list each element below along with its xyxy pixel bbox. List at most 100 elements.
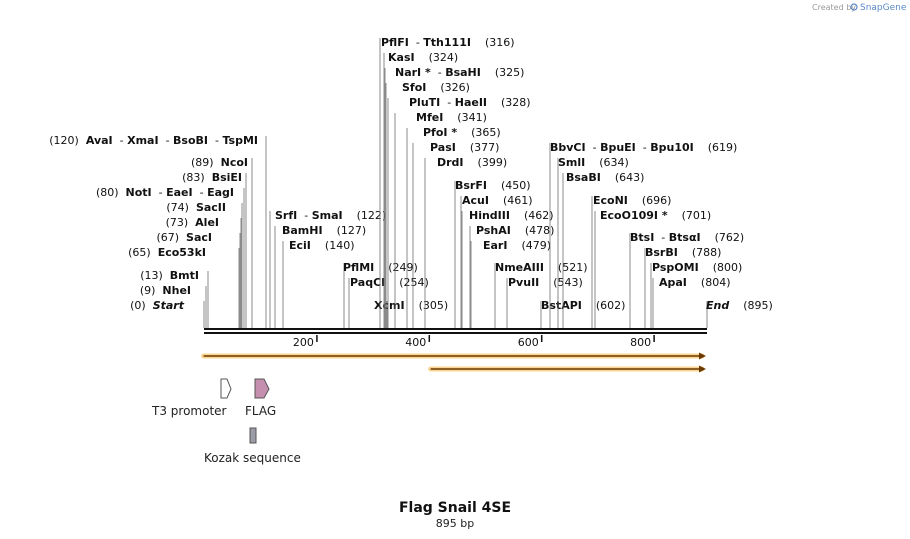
site-saci[interactable]: (67) SacI [156, 231, 241, 328]
site-pvuii[interactable]: PvuII (543) [506, 276, 583, 328]
site-label[interactable]: (74) SacII [166, 201, 226, 214]
site-pspomi[interactable]: PspOMI (800) [650, 261, 742, 328]
site-nmeaiii[interactable]: NmeAIII (521) [494, 261, 588, 328]
site-position [687, 276, 701, 289]
site-label[interactable]: BsrBI (788) [645, 246, 721, 259]
site-label[interactable]: PflFI - Tth111I (316) [381, 36, 515, 49]
site-start[interactable]: (0) Start [130, 299, 205, 328]
site-btsi[interactable]: BtsI - BtsαI (762) [629, 231, 744, 328]
site-enzyme-name: EagI [207, 186, 234, 199]
site-label[interactable]: PfoI * (365) [423, 126, 501, 139]
site-label[interactable]: End (895) [706, 299, 773, 312]
site-label[interactable]: BsrFI (450) [455, 179, 531, 192]
site-label[interactable]: (0) Start [130, 299, 185, 312]
site-label[interactable]: NmeAIII (521) [495, 261, 588, 274]
site-pfoi[interactable]: PfoI * (365) [406, 126, 501, 328]
site-pluti[interactable]: PluTI - HaeII (328) [387, 96, 531, 328]
site-label[interactable]: (67) SacI [156, 231, 212, 244]
site-mfei[interactable]: MfeI (341) [394, 111, 487, 328]
site-alei[interactable]: (73) AleI [166, 216, 242, 328]
flag-tag-arrow-icon[interactable] [254, 378, 270, 399]
site-avai[interactable]: (120) AvaI - XmaI - BsoBI - TspMI [49, 134, 267, 328]
site-apai[interactable]: ApaI (804) [652, 276, 731, 328]
site-pflfi[interactable]: PflFI - Tth111I (316) [379, 36, 515, 328]
site-label[interactable]: EciI (140) [289, 239, 355, 252]
site-sfoi[interactable]: SfoI (326) [385, 81, 470, 328]
site-label[interactable]: (120) AvaI - XmaI - BsoBI - TspMI [49, 134, 258, 147]
site-label[interactable]: PshAI (478) [476, 224, 554, 237]
site-label[interactable]: ApaI (804) [659, 276, 731, 289]
site-enzyme-name: End [706, 299, 729, 312]
site-label[interactable]: PvuII (543) [508, 276, 583, 289]
promoter-arrow-icon[interactable] [220, 378, 232, 399]
site-label[interactable]: SmlI (634) [558, 156, 629, 169]
site-pshai[interactable]: PshAI (478) [469, 224, 554, 328]
site-label[interactable]: HindIII (462) [469, 209, 554, 222]
site-position [205, 171, 212, 184]
feature-t3-promoter[interactable]: T3 promoter [151, 378, 232, 418]
site-pflmi[interactable]: PflMI (249) [343, 261, 418, 328]
site-label[interactable]: BtsI - BtsαI (762) [630, 231, 744, 244]
site-label[interactable]: SfoI (326) [402, 81, 470, 94]
site-bsabi[interactable]: BsaBI (643) [562, 171, 644, 328]
site-label[interactable]: NarI * - BsaHI (325) [395, 66, 524, 79]
site-ecii[interactable]: EciI (140) [282, 239, 355, 328]
site-nari[interactable]: NarI * - BsaHI (325) [384, 66, 524, 328]
site-bsrfi[interactable]: BsrFI (450) [454, 179, 531, 328]
site-srfi[interactable]: SrfI - SmaI (122) [269, 209, 386, 328]
site-bmti[interactable]: (13) BmtI [140, 269, 209, 328]
feature-label-t3: T3 promoter [151, 404, 227, 418]
feature-flag[interactable]: FLAG [245, 378, 276, 418]
site-bbvci[interactable]: BbvCI - BpuEI - Bpu10I (619) [549, 141, 737, 328]
site-label[interactable]: (65) Eco53kI [128, 246, 206, 259]
site-acui[interactable]: AcuI (461) [460, 194, 533, 328]
site-label[interactable]: (80) NotI - EaeI - EagI [96, 186, 234, 199]
site-hindiii[interactable]: HindIII (462) [461, 209, 554, 328]
kozak-box-icon[interactable] [249, 427, 257, 444]
site-label[interactable]: (13) BmtI [140, 269, 199, 282]
site-sacii[interactable]: (74) SacII [166, 201, 243, 328]
site-label[interactable]: PluTI - HaeII (328) [409, 96, 531, 109]
site-bstapi[interactable]: BstAPI (602) [540, 299, 625, 328]
site-nhei[interactable]: (9) NheI [140, 284, 207, 328]
site-label[interactable]: PflMI (249) [343, 261, 418, 274]
site-eari[interactable]: EarI (479) [470, 239, 551, 328]
site-drdi[interactable]: DrdI (399) [424, 156, 507, 328]
site-econi[interactable]: EcoNI (696) [591, 194, 671, 328]
site-bamhi[interactable]: BamHI (127) [274, 224, 366, 328]
site-label[interactable]: (73) AleI [166, 216, 219, 229]
site-label[interactable]: PspOMI (800) [652, 261, 742, 274]
site-ncoi[interactable]: (89) NcoI [191, 156, 253, 328]
site-label[interactable]: EcoO109I * (701) [600, 209, 711, 222]
site-label[interactable]: MfeI (341) [416, 111, 487, 124]
site-bsrbi[interactable]: BsrBI (788) [644, 246, 721, 328]
site-pasi[interactable]: PasI (377) [412, 141, 499, 328]
site-bsiei[interactable]: (83) BsiEI [182, 171, 247, 328]
site-label[interactable]: EcoNI (696) [593, 194, 671, 207]
site-label[interactable]: BbvCI - BpuEI - Bpu10I (619) [550, 141, 737, 154]
site-label[interactable]: SrfI - SmaI (122) [275, 209, 386, 222]
site-xcmi[interactable]: XcmI (305) [374, 299, 448, 328]
site-label[interactable]: BstAPI (602) [541, 299, 625, 312]
site-label[interactable]: DrdI (399) [437, 156, 507, 169]
site-label[interactable]: (89) NcoI [191, 156, 248, 169]
site-label[interactable]: (83) BsiEI [182, 171, 242, 184]
site-end[interactable]: End (895) [706, 299, 773, 328]
site-label[interactable]: PaqCI (254) [350, 276, 429, 289]
site-noti[interactable]: (80) NotI - EaeI - EagI [96, 186, 245, 328]
site-enzyme-name: NarI * [395, 66, 431, 79]
site-ecoo109i[interactable]: EcoO109I * (701) [594, 209, 711, 328]
site-label[interactable]: KasI (324) [388, 51, 458, 64]
site-label[interactable]: BamHI (127) [282, 224, 366, 237]
site-label[interactable]: XcmI (305) [374, 299, 448, 312]
site-label[interactable]: AcuI (461) [462, 194, 533, 207]
site-kasi[interactable]: KasI (324) [383, 51, 458, 328]
credit-brand[interactable]: SnapGene [860, 3, 907, 13]
site-label[interactable]: EarI (479) [483, 239, 551, 252]
site-label[interactable]: (9) NheI [140, 284, 191, 297]
feature-kozak[interactable]: Kozak sequence [204, 427, 301, 465]
site-eco53ki[interactable]: (65) Eco53kI [128, 246, 240, 328]
site-smli[interactable]: SmlI (634) [557, 156, 629, 328]
site-label[interactable]: BsaBI (643) [566, 171, 644, 184]
site-label[interactable]: PasI (377) [430, 141, 499, 154]
